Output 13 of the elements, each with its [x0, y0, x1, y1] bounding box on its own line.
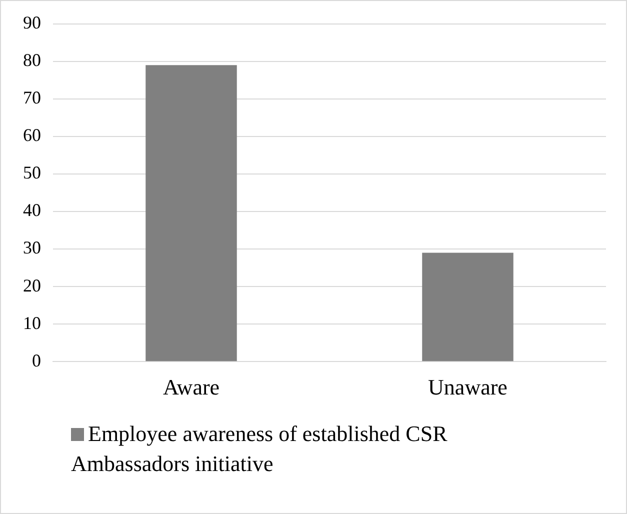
- y-tick-label: 50: [23, 162, 41, 183]
- y-tick-label: 10: [23, 312, 41, 333]
- y-tick-label: 40: [23, 200, 41, 220]
- x-tick-label: Aware: [162, 374, 220, 400]
- y-tick-label: 80: [23, 50, 41, 70]
- y-tick-label: 0: [32, 350, 41, 370]
- y-tick-label: 20: [23, 275, 41, 296]
- y-tick-label: 90: [23, 12, 41, 33]
- y-tick-label: 70: [23, 88, 41, 108]
- x-tick-label: Unaware: [428, 374, 508, 400]
- y-tick-label: 30: [23, 238, 41, 258]
- legend-label: Employee awareness of established CSR Ambassadors initiative: [71, 420, 448, 478]
- y-tick-label: 60: [23, 125, 41, 146]
